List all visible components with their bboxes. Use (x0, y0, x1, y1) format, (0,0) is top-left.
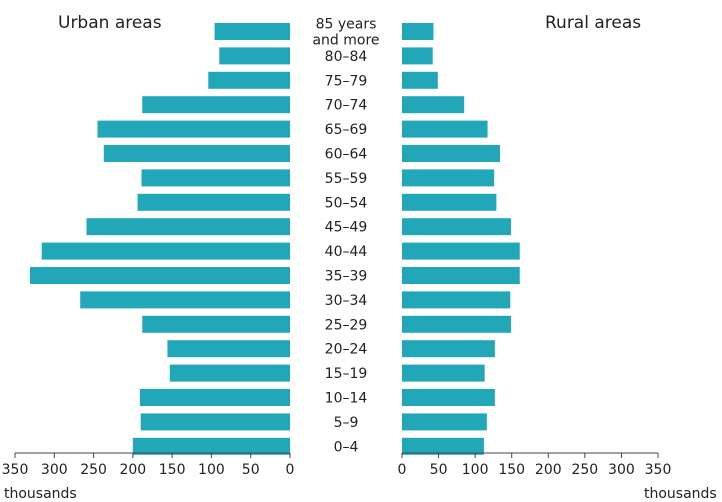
rural-bar (402, 315, 511, 333)
urban-bar (139, 389, 290, 406)
rural-axis-tick-label: 0 (398, 462, 407, 478)
urban-bar (137, 193, 290, 211)
urban-bar (29, 267, 291, 284)
urban-bar (167, 340, 290, 358)
rural-axis-tick-label: 250 (571, 462, 598, 478)
rural-bar (402, 96, 465, 114)
rural-axis-tick-label: 350 (645, 462, 672, 478)
urban-axis-unit-label: thousands (4, 486, 77, 502)
age-group-label: 85 years and more (312, 17, 379, 49)
urban-axis-tick-label: 300 (41, 462, 68, 478)
rural-axis-tick-label: 150 (498, 462, 525, 478)
urban-bar (86, 218, 290, 236)
urban-bar (219, 47, 290, 65)
age-group-labels: 0–4 5–9 10–14 15–19 20–24 25–29 30–34 35–39 40–4… (312, 17, 379, 456)
age-group-label: 15–19 (325, 366, 368, 382)
rural-bar (402, 23, 434, 40)
age-group-label: 0–4 (334, 439, 359, 455)
age-group-label: 55–59 (325, 171, 368, 187)
age-group-label: 5–9 (334, 415, 359, 431)
age-group-label: 30–34 (325, 293, 368, 309)
urban-bar (97, 120, 290, 138)
rural-axis-tick-label: 100 (462, 462, 489, 478)
rural-axis-tick-label: 50 (430, 462, 448, 478)
rural-series-title: Rural areas (545, 13, 641, 33)
urban-bars (29, 23, 291, 455)
urban-bar (142, 315, 290, 333)
age-group-label: 25–29 (325, 317, 368, 333)
age-group-label: 75–79 (325, 73, 368, 89)
rural-axis-tick-label: 200 (535, 462, 562, 478)
urban-bar (140, 413, 290, 431)
rural-bar (402, 218, 511, 236)
urban-bar (132, 437, 290, 455)
rural-bar (402, 389, 495, 406)
urban-axis-tick-label: 0 (286, 462, 295, 478)
urban-series-title: Urban areas (58, 13, 162, 33)
rural-bar (402, 120, 488, 138)
age-group-label: 80–84 (325, 49, 368, 65)
urban-axis-tick-label: 100 (198, 462, 225, 478)
age-group-label: 20–24 (325, 342, 368, 358)
urban-bar (142, 96, 290, 114)
age-group-label: 60–64 (325, 147, 368, 163)
rural-bar (402, 193, 497, 211)
rural-bar (402, 242, 520, 260)
rural-bar (402, 437, 484, 455)
rural-bar (402, 364, 485, 382)
age-group-label: 65–69 (325, 122, 368, 138)
rural-axis-unit-label: thousands (644, 486, 717, 502)
urban-axis-tick-label: 350 (2, 462, 29, 478)
urban-bar (141, 169, 290, 187)
age-group-label: 10–14 (325, 391, 368, 407)
urban-bar (41, 242, 290, 260)
urban-axis-tick-label: 50 (242, 462, 260, 478)
urban-bar (80, 291, 290, 309)
rural-bar (402, 47, 433, 65)
rural-bar (402, 291, 511, 309)
rural-bar (402, 413, 487, 431)
rural-bar (402, 169, 495, 187)
rural-bar (402, 145, 501, 162)
urban-bar (169, 364, 290, 382)
urban-axis-tick-label: 150 (159, 462, 186, 478)
urban-axis-tick-label: 200 (119, 462, 146, 478)
urban-bar (103, 145, 291, 162)
age-group-label: 40–44 (325, 244, 368, 260)
urban-axis-tick-label: 250 (80, 462, 107, 478)
rural-axis-tick-label: 300 (608, 462, 635, 478)
rural-x-axis: 0 50 100 150 200 250 300 350 (398, 452, 672, 478)
age-group-label: 45–49 (325, 220, 368, 236)
urban-bar (208, 71, 290, 89)
age-group-label: 35–39 (325, 269, 368, 285)
age-group-label: 70–74 (325, 98, 368, 114)
rural-bar (402, 267, 520, 284)
rural-bar (402, 71, 438, 89)
rural-bars (402, 23, 520, 455)
rural-bar (402, 340, 495, 358)
urban-bar (214, 23, 290, 40)
urban-x-axis: 350 300 250 200 150 100 50 0 (2, 452, 295, 478)
age-group-label: 50–54 (325, 195, 368, 211)
